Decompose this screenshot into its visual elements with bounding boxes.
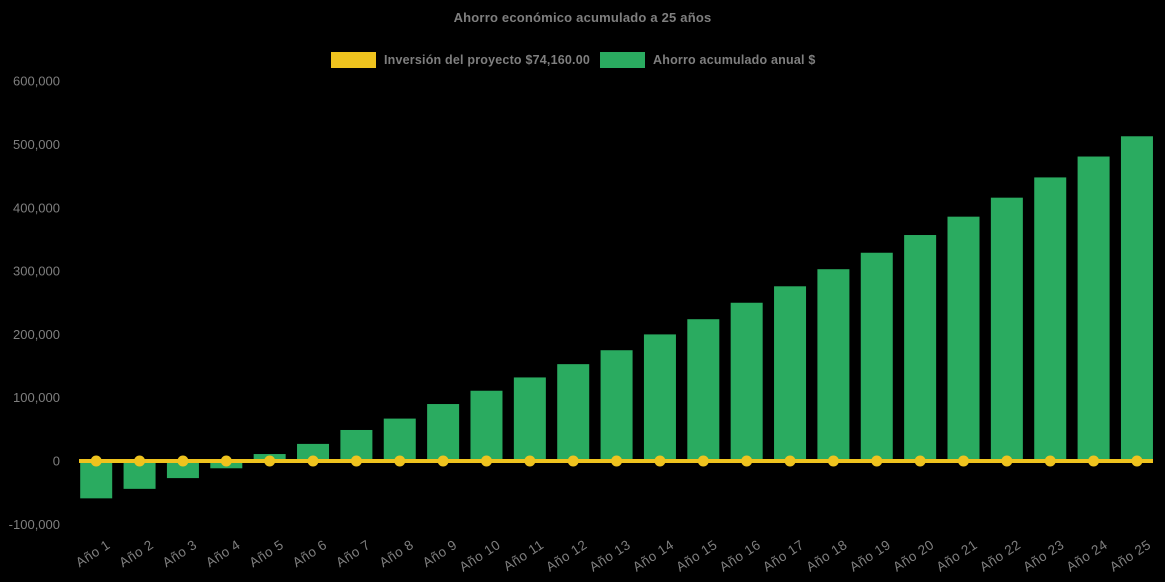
- bar-ano-10[interactable]: [470, 390, 503, 461]
- investment-point-ano-9[interactable]: [437, 455, 449, 467]
- investment-point-ano-25[interactable]: [1131, 455, 1143, 467]
- bar-ano-19[interactable]: [860, 252, 893, 461]
- bar-ano-6[interactable]: [297, 443, 330, 461]
- bar-ano-12[interactable]: [557, 364, 590, 461]
- investment-point-ano-23[interactable]: [1044, 455, 1056, 467]
- investment-point-ano-5[interactable]: [264, 455, 276, 467]
- legend-item-savings[interactable]: Ahorro acumulado anual $: [600, 52, 815, 68]
- x-axis-label-ano-15: Año 15: [673, 537, 720, 575]
- investment-point-ano-24[interactable]: [1088, 455, 1100, 467]
- x-axis-label-ano-2: Año 2: [116, 537, 156, 570]
- legend: Inversión del proyecto $74,160.00 Ahorro…: [331, 51, 815, 69]
- x-axis-label-ano-14: Año 14: [630, 537, 677, 575]
- x-axis-label-ano-22: Año 22: [977, 537, 1024, 575]
- x-axis-label-ano-7: Año 7: [333, 537, 373, 570]
- x-axis-label-ano-9: Año 9: [420, 537, 460, 570]
- y-axis-label-200-000: 200,000: [13, 327, 60, 342]
- investment-point-ano-15[interactable]: [697, 455, 709, 467]
- x-axis-label-ano-5: Año 5: [246, 537, 286, 570]
- y-axis-label-400-000: 400,000: [13, 200, 60, 215]
- y-axis-label-100-000: 100,000: [13, 390, 60, 405]
- bar-ano-24[interactable]: [1077, 156, 1110, 462]
- bar-ano-23[interactable]: [1034, 177, 1067, 461]
- investment-point-ano-2[interactable]: [134, 455, 146, 467]
- bar-ano-16[interactable]: [730, 302, 763, 461]
- investment-point-ano-7[interactable]: [350, 455, 362, 467]
- y-axis-label-600-000: 600,000: [13, 74, 60, 89]
- investment-point-ano-3[interactable]: [177, 455, 189, 467]
- bar-ano-11[interactable]: [513, 377, 546, 461]
- y-axis-label-0: 0: [53, 454, 60, 469]
- bar-ano-15[interactable]: [687, 319, 720, 461]
- investment-point-ano-11[interactable]: [524, 455, 536, 467]
- chart-title: Ahorro económico acumulado a 25 años: [453, 10, 712, 25]
- investment-point-ano-16[interactable]: [741, 455, 753, 467]
- legend-label-investment: Inversión del proyecto $74,160.00: [384, 53, 591, 67]
- investment-point-ano-1[interactable]: [90, 455, 102, 467]
- x-axis-label-ano-10: Año 10: [457, 537, 504, 575]
- investment-point-ano-21[interactable]: [958, 455, 969, 467]
- investment-point-ano-17[interactable]: [784, 455, 796, 467]
- x-axis-label-ano-3: Año 3: [160, 537, 200, 570]
- investment-point-ano-18[interactable]: [827, 455, 839, 467]
- x-axis-label-ano-18: Año 18: [803, 537, 850, 575]
- bar-ano-20[interactable]: [904, 235, 937, 461]
- y-axis-label--100-000: -100,000: [9, 517, 60, 532]
- bar-ano-8[interactable]: [383, 418, 416, 461]
- x-axis-label-ano-23: Año 23: [1020, 537, 1067, 575]
- x-axis-label-ano-20: Año 20: [890, 537, 937, 575]
- investment-point-ano-8[interactable]: [394, 455, 406, 467]
- investment-point-ano-19[interactable]: [871, 455, 883, 467]
- x-axis-label-ano-11: Año 11: [501, 537, 547, 574]
- x-axis-label-ano-8: Año 8: [377, 537, 417, 570]
- legend-label-savings: Ahorro acumulado anual $: [653, 53, 816, 67]
- investment-point-ano-4[interactable]: [220, 455, 232, 467]
- bar-ano-22[interactable]: [990, 197, 1023, 461]
- x-axis-label-ano-1: Año 1: [73, 537, 113, 570]
- bar-ano-14[interactable]: [643, 334, 676, 461]
- investment-point-ano-6[interactable]: [307, 455, 319, 467]
- bar-ano-17[interactable]: [774, 286, 807, 461]
- investment-point-ano-22[interactable]: [1001, 455, 1013, 467]
- bar-ano-3[interactable]: [166, 461, 199, 479]
- x-axis-label-ano-21: Año 21: [934, 537, 981, 575]
- legend-swatch-investment-icon: [331, 52, 376, 68]
- x-axis-label-ano-6: Año 6: [290, 537, 330, 570]
- x-axis-label-ano-12: Año 12: [543, 537, 590, 575]
- x-axis-label-ano-17: Año 17: [760, 537, 807, 575]
- bar-ano-25[interactable]: [1120, 136, 1153, 461]
- investment-point-ano-14[interactable]: [654, 455, 666, 467]
- y-axis-label-300-000: 300,000: [13, 264, 60, 279]
- investment-point-ano-10[interactable]: [480, 455, 492, 467]
- legend-swatch-savings-icon: [600, 52, 646, 68]
- bar-ano-9[interactable]: [427, 404, 460, 461]
- bar-ano-1[interactable]: [80, 461, 113, 499]
- bar-ano-18[interactable]: [817, 269, 850, 461]
- x-axis-label-ano-16: Año 16: [717, 537, 764, 575]
- investment-point-ano-13[interactable]: [611, 455, 623, 467]
- x-axis-label-ano-13: Año 13: [587, 537, 634, 575]
- bar-ano-21[interactable]: [947, 216, 980, 461]
- x-axis-label-ano-19: Año 19: [847, 537, 894, 575]
- y-axis-label-500-000: 500,000: [13, 137, 60, 152]
- investment-point-ano-20[interactable]: [914, 455, 926, 467]
- investment-point-ano-12[interactable]: [567, 455, 579, 467]
- bar-ano-13[interactable]: [600, 350, 633, 461]
- x-axis-label-ano-24: Año 24: [1064, 537, 1111, 575]
- legend-item-investment[interactable]: Inversión del proyecto $74,160.00: [331, 52, 590, 68]
- x-axis-label-ano-25: Año 25: [1107, 537, 1154, 575]
- x-axis-label-ano-4: Año 4: [203, 537, 243, 570]
